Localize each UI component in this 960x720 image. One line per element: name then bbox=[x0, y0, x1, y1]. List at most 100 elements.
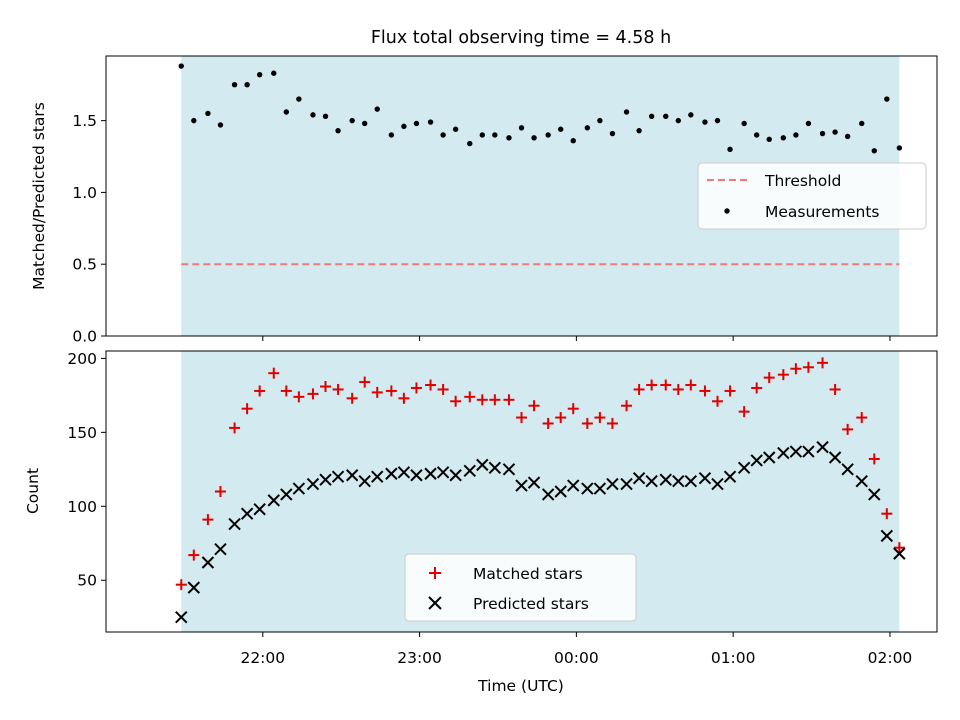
predicted-star-point bbox=[449, 469, 462, 482]
measurement-point bbox=[296, 96, 302, 102]
measurement-point bbox=[793, 132, 799, 138]
predicted-star-point bbox=[684, 474, 698, 488]
matched-star-point bbox=[307, 388, 319, 400]
matched-star-point bbox=[254, 385, 266, 397]
predicted-star-point bbox=[240, 507, 254, 520]
bottom-y-tick-label: 100 bbox=[67, 498, 97, 516]
measurement-point bbox=[805, 120, 812, 127]
matched-star-point bbox=[893, 542, 905, 554]
measurement-point bbox=[401, 123, 407, 130]
matched-star-point bbox=[685, 379, 697, 391]
measurement-point bbox=[322, 113, 329, 120]
predicted-star-point bbox=[645, 474, 658, 488]
predicted-star-point bbox=[880, 529, 894, 543]
measurement-point bbox=[753, 132, 760, 138]
matched-star-point bbox=[724, 385, 736, 397]
matched-star-point bbox=[188, 549, 200, 561]
predicted-star-point bbox=[763, 451, 776, 464]
measurement-point bbox=[714, 117, 721, 124]
measurement-point bbox=[663, 113, 669, 120]
matched-star-point bbox=[528, 400, 540, 412]
matched-star-point bbox=[646, 379, 658, 391]
predicted-star-point bbox=[816, 440, 829, 454]
bottom-axes-frame bbox=[105, 350, 938, 633]
matched-star-point bbox=[175, 579, 187, 591]
matched-star-point bbox=[567, 403, 579, 415]
predicted-star-point bbox=[789, 445, 803, 458]
predicted-stars-legend-icon bbox=[428, 596, 442, 610]
predicted-star-point bbox=[397, 466, 411, 479]
matched-star-point bbox=[398, 392, 410, 404]
measurement-point bbox=[506, 135, 512, 141]
predicted-star-point bbox=[841, 463, 854, 476]
bottom-x-ticks: 22:00 23:00 00:00 01:00 02:00 bbox=[240, 632, 912, 667]
measurement-point bbox=[205, 110, 211, 117]
matched-stars-legend-icon bbox=[429, 567, 441, 579]
top-legend-box bbox=[697, 162, 927, 230]
predicted-star-point bbox=[385, 467, 398, 480]
predicted-star-point bbox=[855, 474, 868, 488]
matched-star-point bbox=[660, 379, 672, 391]
matched-star-point bbox=[881, 508, 893, 520]
predicted-star-point bbox=[893, 547, 906, 560]
top-y-tick-label: 0.0 bbox=[72, 328, 97, 346]
bottom-x-tick-label: 23:00 bbox=[397, 649, 442, 667]
measurement-point bbox=[256, 71, 263, 78]
matched-star-point bbox=[633, 383, 645, 395]
matched-star-point bbox=[346, 392, 358, 404]
predicted-star-point bbox=[515, 479, 528, 492]
measurement-point bbox=[675, 117, 681, 124]
matched-star-point bbox=[594, 412, 606, 424]
measurement-point bbox=[452, 126, 459, 132]
predicted-star-point bbox=[581, 482, 594, 495]
measurement-point bbox=[766, 136, 772, 142]
measurement-point bbox=[518, 125, 525, 131]
bottom-y-axis-label: Count bbox=[24, 468, 42, 514]
predicted-star-point bbox=[750, 454, 763, 467]
measurement-point bbox=[492, 132, 498, 138]
predicted-star-point bbox=[828, 451, 842, 464]
measurement-point bbox=[727, 146, 733, 153]
predicted-star-point bbox=[228, 517, 241, 531]
measurement-point bbox=[335, 127, 341, 134]
matched-star-point bbox=[385, 385, 397, 397]
matched-star-point bbox=[450, 395, 462, 407]
measurement-point bbox=[310, 112, 316, 118]
threshold-legend-label: Threshold bbox=[764, 172, 841, 190]
matched-star-point bbox=[437, 383, 449, 395]
matched-star-point bbox=[842, 423, 854, 435]
matched-star-point bbox=[489, 394, 501, 406]
predicted-star-point bbox=[292, 482, 306, 495]
measurement-point bbox=[374, 106, 380, 112]
bottom-legend-box bbox=[404, 553, 637, 622]
matched-star-point bbox=[268, 367, 280, 379]
matched-star-point bbox=[802, 361, 814, 373]
matched-star-point bbox=[738, 406, 750, 418]
x-axis-label: Time (UTC) bbox=[477, 677, 564, 695]
matched-star-point bbox=[542, 417, 554, 429]
measurement-point bbox=[741, 120, 747, 127]
predicted-star-point bbox=[659, 473, 672, 486]
matched-star-point bbox=[711, 395, 723, 407]
measurement-point bbox=[427, 119, 434, 125]
predicted-star-point bbox=[802, 445, 815, 458]
measurement-point bbox=[871, 148, 877, 154]
predicted-star-point bbox=[187, 581, 201, 594]
measurement-point bbox=[570, 138, 576, 144]
predicted-star-point bbox=[436, 466, 450, 479]
matched-star-point bbox=[516, 412, 527, 424]
predicted-star-point bbox=[567, 479, 580, 492]
measurement-point bbox=[271, 70, 277, 76]
measurement-point bbox=[231, 82, 238, 88]
matched-stars-points bbox=[175, 357, 905, 591]
matched-star-point bbox=[202, 514, 214, 526]
matched-star-point bbox=[464, 391, 476, 403]
predicted-star-point bbox=[723, 470, 737, 483]
predicted-star-point bbox=[345, 469, 359, 482]
bottom-panel: 50 100 150 200 22:00 23:00 00:00 01:00 02:00 Co… bbox=[24, 350, 938, 695]
matched-star-point bbox=[555, 412, 567, 424]
predicted-star-point bbox=[554, 485, 567, 498]
measurement-point bbox=[832, 129, 838, 135]
measurement-point bbox=[413, 120, 420, 127]
